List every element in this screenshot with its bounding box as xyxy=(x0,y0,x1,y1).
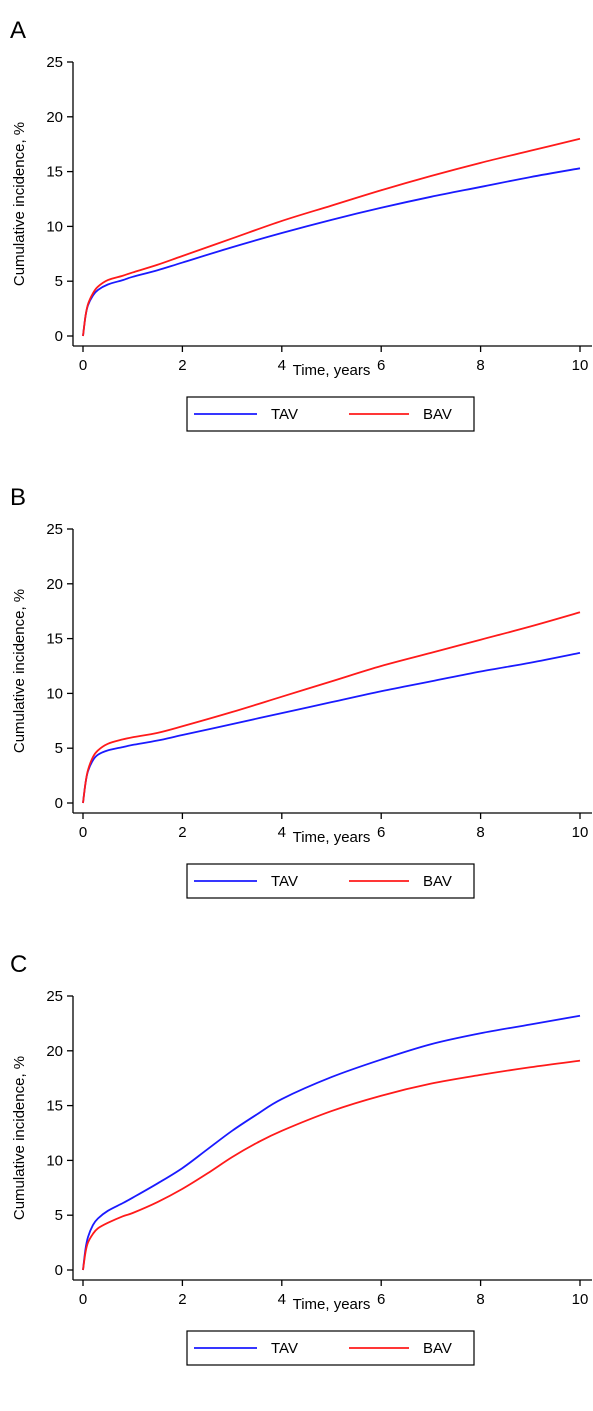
legend-label-bav: BAV xyxy=(423,406,452,423)
x-axis-label: Time, years xyxy=(293,362,371,379)
y-tick-label: 25 xyxy=(46,54,63,71)
x-tick-label: 0 xyxy=(79,1291,87,1308)
legend-box xyxy=(186,1330,475,1366)
legend-label-bav: BAV xyxy=(423,1340,452,1357)
y-tick-label: 5 xyxy=(55,1207,63,1224)
y-tick-label: 15 xyxy=(46,631,63,648)
y-tick-label: 10 xyxy=(46,218,63,235)
chart-panel-b: B 0 5 10 15 20 25 0 2 4 6 8 10 Time, years Cumulative … xyxy=(10,484,592,899)
panel-label: A xyxy=(10,17,26,44)
x-axis-label: Time, years xyxy=(293,1296,371,1313)
y-tick-label: 20 xyxy=(46,109,63,126)
series-line-bav xyxy=(82,1059,581,1271)
y-axis-label: Cumulative incidence, % xyxy=(11,589,28,753)
x-tick-label: 8 xyxy=(476,824,484,841)
x-tick-label: 6 xyxy=(377,1291,385,1308)
x-tick-label: 10 xyxy=(572,824,589,841)
y-axis-label: Cumulative incidence, % xyxy=(11,122,28,286)
y-axis-label: Cumulative incidence, % xyxy=(11,1056,28,1220)
y-tick-label: 25 xyxy=(46,988,63,1005)
x-tick-label: 4 xyxy=(278,1291,286,1308)
series-line-bav xyxy=(82,611,581,804)
series-line-bav xyxy=(82,137,581,337)
panel-label: B xyxy=(10,484,26,511)
x-tick-label: 6 xyxy=(377,824,385,841)
legend-label-tav: TAV xyxy=(271,406,298,423)
x-tick-label: 6 xyxy=(377,357,385,374)
legend: TAV BAV xyxy=(186,396,475,432)
series-line-tav xyxy=(82,651,581,804)
y-tick-label: 15 xyxy=(46,164,63,181)
series-line-tav xyxy=(82,167,581,337)
y-tick-label: 10 xyxy=(46,685,63,702)
series-line-tav xyxy=(82,1014,581,1271)
x-tick-label: 2 xyxy=(178,824,186,841)
x-tick-label: 2 xyxy=(178,357,186,374)
x-axis-label: Time, years xyxy=(293,829,371,846)
y-tick-label: 0 xyxy=(55,795,63,812)
legend-label-tav: TAV xyxy=(271,873,298,890)
y-tick-label: 5 xyxy=(55,740,63,757)
y-tick-label: 0 xyxy=(55,1262,63,1279)
legend: TAV BAV xyxy=(186,863,475,899)
chart-panel-a: A 0 5 10 15 20 25 0 2 4 6 8 10 Time, years Cumulative … xyxy=(10,17,592,432)
x-tick-label: 8 xyxy=(476,1291,484,1308)
y-tick-label: 5 xyxy=(55,273,63,290)
x-tick-label: 10 xyxy=(572,357,589,374)
panel-label: C xyxy=(10,951,27,978)
legend-label-bav: BAV xyxy=(423,873,452,890)
y-tick-label: 25 xyxy=(46,521,63,538)
x-tick-label: 4 xyxy=(278,824,286,841)
chart-panel-c: C 0 5 10 15 20 25 0 2 4 6 8 10 Time, years Cumulative … xyxy=(10,951,592,1366)
y-tick-label: 0 xyxy=(55,328,63,345)
y-tick-label: 10 xyxy=(46,1152,63,1169)
legend-label-tav: TAV xyxy=(271,1340,298,1357)
y-tick-label: 20 xyxy=(46,1043,63,1060)
x-tick-label: 2 xyxy=(178,1291,186,1308)
x-tick-label: 10 xyxy=(572,1291,589,1308)
legend: TAV BAV xyxy=(186,1330,475,1366)
x-tick-label: 8 xyxy=(476,357,484,374)
y-tick-label: 15 xyxy=(46,1098,63,1115)
x-tick-label: 4 xyxy=(278,357,286,374)
x-tick-label: 0 xyxy=(79,357,87,374)
y-tick-label: 20 xyxy=(46,576,63,593)
x-tick-label: 0 xyxy=(79,824,87,841)
